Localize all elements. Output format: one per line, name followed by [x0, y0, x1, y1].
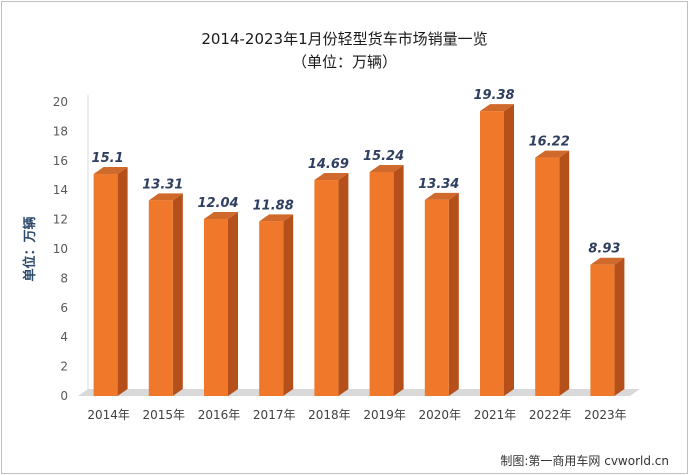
bar	[369, 171, 394, 396]
bar-side	[559, 150, 570, 396]
bar-top	[148, 193, 183, 201]
bar-top	[535, 150, 570, 158]
y-tick-label: 4	[60, 330, 68, 344]
y-tick-label: 12	[53, 213, 68, 227]
bar	[535, 157, 560, 396]
bar-top	[590, 257, 625, 265]
y-tick-label: 20	[53, 95, 68, 109]
bar-side	[228, 212, 238, 396]
bar	[204, 219, 228, 396]
y-tick-label: 6	[60, 301, 68, 315]
bar-side	[504, 104, 514, 396]
y-tick-label: 0	[60, 389, 68, 403]
y-axis-label: 单位：万辆	[22, 216, 38, 281]
bar	[259, 221, 284, 396]
y-tick-label: 8	[60, 271, 68, 285]
bar	[93, 174, 118, 396]
y-tick-label: 18	[53, 124, 68, 138]
x-tick-label: 2023年	[584, 408, 627, 422]
x-tick-label: 2015年	[143, 408, 186, 422]
bar-top	[204, 212, 238, 220]
y-tick-label: 10	[53, 242, 68, 256]
bar-side	[614, 257, 625, 396]
data-label: 16.22	[529, 135, 570, 150]
chart-title: 2014-2023年1月份轻型货车市场销量一览	[201, 30, 488, 48]
bar-top	[480, 104, 514, 112]
bar	[424, 199, 449, 396]
data-label: 13.34	[418, 177, 459, 192]
bar	[590, 264, 615, 396]
data-label: 14.69	[308, 157, 349, 172]
bar-side	[448, 192, 459, 396]
y-tick-label: 2	[60, 360, 68, 374]
y-tick-label: 16	[53, 154, 68, 168]
bar	[480, 111, 504, 396]
credit-text: 制图:第一商用车网 cvworld.cn	[500, 454, 669, 468]
x-tick-label: 2022年	[529, 408, 572, 422]
data-label: 8.93	[588, 242, 620, 257]
x-tick-label: 2016年	[198, 408, 241, 422]
data-label: 13.31	[142, 177, 183, 192]
bar-side	[283, 214, 294, 396]
bar-top	[314, 173, 349, 181]
data-label: 11.88	[253, 198, 294, 213]
x-tick-label: 2019年	[363, 408, 406, 422]
x-tick-label: 2017年	[253, 408, 296, 422]
x-tick-label: 2014年	[87, 408, 130, 422]
bar-top	[93, 167, 128, 175]
data-label: 12.04	[197, 196, 238, 211]
bar-side	[117, 167, 128, 396]
bar-top	[424, 192, 459, 200]
bar-side	[393, 164, 404, 396]
data-label: 15.24	[363, 149, 404, 164]
bar-top	[259, 214, 294, 222]
bar	[314, 180, 339, 396]
bar-side	[172, 193, 183, 396]
bar-side	[338, 173, 349, 396]
data-label: 15.1	[92, 151, 124, 166]
x-tick-label: 2021年	[474, 408, 517, 422]
x-tick-label: 2020年	[419, 408, 462, 422]
bar	[148, 200, 173, 396]
x-tick-label: 2018年	[308, 408, 351, 422]
bar-top	[369, 164, 404, 172]
data-label: 19.38	[473, 88, 514, 103]
chart-subtitle: （单位：万辆）	[291, 53, 397, 71]
y-tick-label: 14	[53, 183, 68, 197]
